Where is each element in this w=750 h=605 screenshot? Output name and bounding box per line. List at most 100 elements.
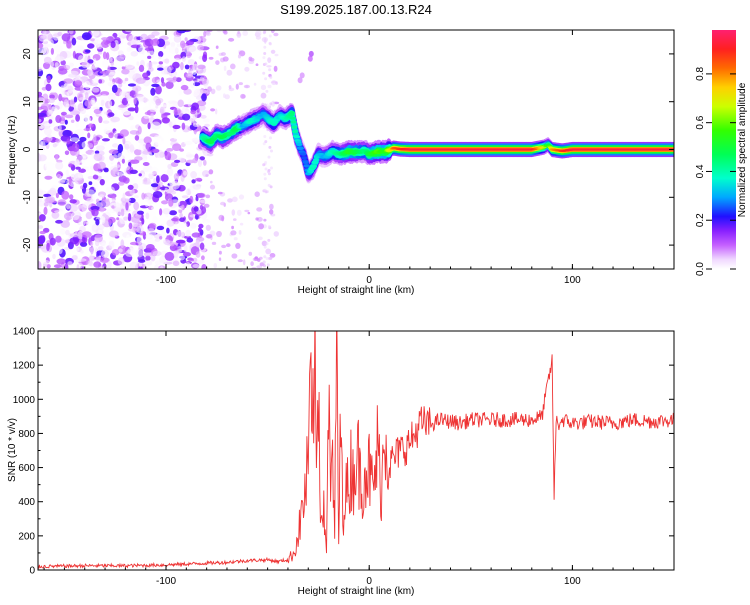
noise-blob xyxy=(107,260,112,269)
noise-blob xyxy=(269,75,273,79)
noise-blob xyxy=(230,230,237,236)
noise-blob xyxy=(159,208,163,216)
noise-blob xyxy=(39,230,46,235)
noise-blob xyxy=(118,248,123,253)
noise-blob xyxy=(129,130,139,135)
noise-blob xyxy=(70,119,75,124)
noise-blob xyxy=(55,138,61,143)
ridge-cell xyxy=(297,146,305,150)
noise-blob xyxy=(130,125,136,130)
noise-blob xyxy=(64,114,74,119)
noise-blob xyxy=(190,110,196,115)
noise-blob xyxy=(120,91,129,96)
noise-blob xyxy=(136,225,144,234)
noise-blob xyxy=(69,233,79,238)
noise-blob xyxy=(222,30,227,34)
noise-blob xyxy=(95,218,100,226)
noise-blob xyxy=(112,143,119,148)
noise-blob xyxy=(100,99,105,107)
noise-blob xyxy=(136,61,140,66)
noise-blob xyxy=(93,153,103,162)
noise-blob xyxy=(57,68,68,75)
noise-blob xyxy=(94,170,103,176)
noise-blob xyxy=(143,136,152,145)
y-tick-label: 600 xyxy=(18,463,35,474)
noise-blob xyxy=(173,34,182,43)
noise-blob xyxy=(43,56,52,64)
noise-blob xyxy=(52,143,57,148)
noise-blob xyxy=(73,96,78,103)
noise-blob xyxy=(172,61,180,69)
spectrogram-noise-layer xyxy=(38,30,314,269)
noise-blob xyxy=(185,72,193,78)
noise-blob xyxy=(186,154,196,158)
noise-blob xyxy=(167,167,174,177)
noise-blob xyxy=(108,99,113,108)
noise-blob xyxy=(248,251,253,256)
noise-blob xyxy=(146,152,153,159)
noise-blob xyxy=(151,31,160,36)
noise-blob xyxy=(65,229,70,236)
noise-blob xyxy=(264,167,268,171)
noise-blob xyxy=(65,169,69,177)
noise-blob xyxy=(108,208,114,213)
noise-blob xyxy=(264,140,268,144)
noise-blob xyxy=(299,72,305,79)
noise-blob xyxy=(162,124,171,129)
noise-blob xyxy=(174,107,178,117)
noise-blob xyxy=(208,56,214,60)
noise-blob xyxy=(197,64,206,70)
noise-blob xyxy=(265,257,269,260)
noise-blob xyxy=(74,80,82,87)
noise-blob xyxy=(122,165,130,171)
noise-blob xyxy=(131,39,141,44)
noise-blob xyxy=(95,198,100,204)
noise-blob xyxy=(179,217,186,222)
noise-blob xyxy=(48,119,53,124)
noise-blob xyxy=(66,89,76,97)
noise-blob xyxy=(191,102,199,111)
noise-blob xyxy=(77,104,82,111)
noise-blob xyxy=(80,241,88,247)
noise-blob xyxy=(59,228,66,235)
noise-blob xyxy=(87,175,94,180)
noise-blob xyxy=(242,30,248,36)
noise-blob xyxy=(199,204,204,211)
noise-blob xyxy=(74,159,80,166)
noise-blob xyxy=(270,30,275,34)
noise-blob xyxy=(124,77,129,82)
noise-blob xyxy=(205,31,211,36)
noise-blob xyxy=(38,140,44,148)
noise-blob xyxy=(43,30,52,40)
noise-blob xyxy=(274,53,279,57)
noise-blob xyxy=(166,227,170,234)
noise-blob xyxy=(38,67,43,72)
noise-blob xyxy=(211,241,217,245)
noise-blob xyxy=(140,149,148,156)
noise-blob xyxy=(263,177,267,181)
noise-blob xyxy=(134,195,139,199)
noise-blob xyxy=(182,252,191,257)
noise-blob xyxy=(91,87,100,93)
noise-blob xyxy=(115,96,120,101)
noise-blob xyxy=(236,209,242,216)
noise-blob xyxy=(66,40,72,49)
noise-blob xyxy=(123,112,131,116)
noise-blob xyxy=(135,77,146,84)
noise-blob xyxy=(38,186,46,191)
noise-blob xyxy=(175,77,182,83)
noise-blob xyxy=(186,40,194,46)
noise-blob xyxy=(181,56,186,62)
noise-blob xyxy=(180,40,186,49)
noise-blob xyxy=(228,85,232,89)
noise-blob xyxy=(239,222,244,226)
noise-blob xyxy=(59,56,64,62)
noise-blob xyxy=(169,210,177,216)
noise-blob xyxy=(71,37,77,46)
noise-blob xyxy=(55,235,62,243)
noise-blob xyxy=(184,187,188,196)
noise-blob xyxy=(176,30,187,34)
noise-blob xyxy=(231,253,238,259)
noise-blob xyxy=(92,134,97,143)
